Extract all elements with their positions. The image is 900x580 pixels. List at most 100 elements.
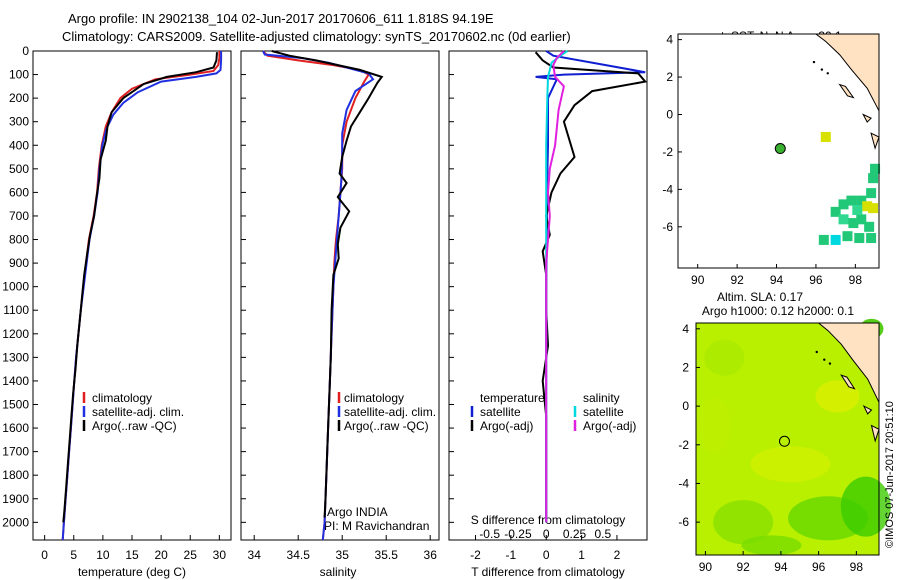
sla-map-panel: Altim. SLA: 0.17 Argo h1000: 0.12 h2000:…: [695, 290, 891, 556]
sst-sumatra-island: [862, 113, 872, 123]
legend-temperature-title: temperature: [480, 391, 545, 405]
sst-cells: [818, 131, 881, 245]
t-diff-tick-label: -1: [506, 548, 517, 562]
salinity-panel: salinity climatology satellite-adj. clim…: [240, 50, 440, 579]
sla-blob: [840, 476, 891, 537]
t-diff-tick-label: 1: [578, 548, 585, 562]
depth-tick-label: 1200: [2, 327, 29, 341]
legend-climatology: climatology: [92, 391, 152, 405]
series-line-0-2: [62, 52, 218, 523]
t-diff-tick-label: -2: [470, 548, 481, 562]
depth-tick-label: 1500: [2, 397, 29, 411]
sst-cell: [846, 195, 857, 206]
x-tick-label: 35: [336, 548, 350, 562]
depth-tick-label: 400: [9, 138, 29, 152]
x-tick-label: 34.5: [287, 548, 311, 562]
sst-cell: [856, 195, 867, 206]
legend-satellite-adj: satellite-adj. clim.: [92, 405, 184, 419]
sla-y-tick-label: -4: [678, 476, 689, 490]
sst-y-tick-label: -6: [662, 220, 673, 234]
sst-cell: [852, 204, 863, 215]
depth-tick-label: 300: [9, 115, 29, 129]
sst-sumatra-islet: [826, 72, 829, 75]
sst-x-tick-label: 90: [691, 273, 705, 287]
s-diff-tick-label: 0.5: [594, 527, 611, 541]
legend-argo: Argo(..raw -QC): [92, 419, 177, 433]
sst-land: [812, 33, 880, 150]
series-line-1-2: [271, 50, 384, 518]
sla-land: [815, 322, 880, 443]
depth-tick-label: 1100: [3, 303, 29, 317]
depth-tick-label: 2000: [2, 515, 29, 529]
sst-sumatra-island: [838, 83, 855, 99]
sla-y-tick-label: 2: [682, 360, 689, 374]
legend-salinity-title: salinity: [583, 391, 620, 405]
sst-cell: [870, 163, 881, 174]
depth-tick-label: 500: [9, 162, 29, 176]
salinity-legend-argo: Argo(..raw -QC): [344, 419, 429, 433]
s-difference-title: S difference from climatology: [471, 513, 626, 527]
t-diff-tick-label: 0: [543, 548, 550, 562]
sla-sumatra-islet: [815, 350, 818, 354]
annotation-argo-india: Argo INDIA: [327, 505, 388, 519]
series-line-2-1: [534, 51, 648, 523]
sla-sumatra-island: [862, 404, 873, 415]
sst-float-marker: [774, 143, 786, 155]
salinity-xlabel: salinity: [320, 565, 357, 579]
s-diff-tick-label: 0.25: [563, 527, 587, 541]
x-tick-label: 35.5: [375, 548, 399, 562]
series-line-2-3: [545, 50, 565, 523]
sst-cell: [868, 203, 879, 214]
temperature-plot-frame: [32, 50, 232, 541]
depth-tick-label: 100: [9, 68, 29, 82]
legend-s-satellite: satellite: [583, 405, 624, 419]
sst-cell: [838, 214, 849, 225]
sla-blob: [750, 446, 831, 483]
sst-cell: [818, 234, 829, 245]
sst-cell: [842, 231, 853, 242]
sla-y-tick-label: 4: [682, 322, 689, 336]
s-diff-tick-label: 0: [543, 527, 550, 541]
legend-t-argo: Argo(-adj): [480, 419, 533, 433]
series-line-2-0: [535, 50, 646, 523]
legend-s-argo: Argo(-adj): [583, 419, 636, 433]
s-diff-tick-label: -0.25: [504, 527, 532, 541]
sst-cell: [830, 206, 841, 217]
depth-tick-label: 1300: [2, 350, 29, 364]
header-title-line2: Climatology: CARS2009. Satellite-adjuste…: [62, 29, 571, 44]
sst-y-tick-label: 2: [666, 70, 673, 84]
sst-x-tick-label: 94: [770, 273, 784, 287]
sla-float-marker: [778, 435, 790, 447]
depth-tick-label: 1900: [2, 492, 29, 506]
difference-legend: temperature satellite Argo(-adj) salinit…: [470, 391, 636, 433]
x-tick-label: 10: [96, 548, 110, 562]
sla-x-tick-label: 94: [774, 560, 788, 574]
depth-tick-label: 1800: [2, 468, 29, 482]
sst-y-tick-label: -2: [662, 145, 673, 159]
depth-tick-label: 1400: [2, 374, 29, 388]
sst-y-tick-label: -4: [662, 182, 673, 196]
sst-cell: [866, 188, 877, 199]
sla-blob: [713, 500, 774, 545]
x-tick-label: 25: [184, 548, 198, 562]
sst-map-panel: sat. SST: NaN Argo: 30.1: [677, 29, 881, 269]
difference-xlabel: T difference from climatology: [471, 565, 625, 579]
x-tick-label: 0: [41, 548, 48, 562]
sst-map-frame: [677, 33, 880, 269]
sst-sumatra-island: [870, 132, 880, 150]
imos-stamp: ©IMOS 07-Jun-2017 20:51:10: [884, 401, 896, 548]
sla-x-tick-label: 98: [850, 560, 864, 574]
depth-tick-label: 800: [9, 233, 29, 247]
sla-sumatra-island: [870, 424, 880, 443]
x-tick-label: 30: [213, 548, 227, 562]
sst-cell: [848, 218, 859, 229]
sla-blob: [815, 380, 860, 413]
sla-x-tick-label: 92: [736, 560, 750, 574]
depth-tick-label: 1000: [2, 280, 29, 294]
difference-panel: T difference from climatology S differen…: [448, 50, 648, 579]
temperature-panel: temperature (deg C) climatology satellit…: [32, 50, 232, 579]
legend-t-satellite: satellite: [480, 405, 521, 419]
sla-sumatra-island: [840, 374, 856, 390]
series-line-1-1: [262, 50, 375, 541]
